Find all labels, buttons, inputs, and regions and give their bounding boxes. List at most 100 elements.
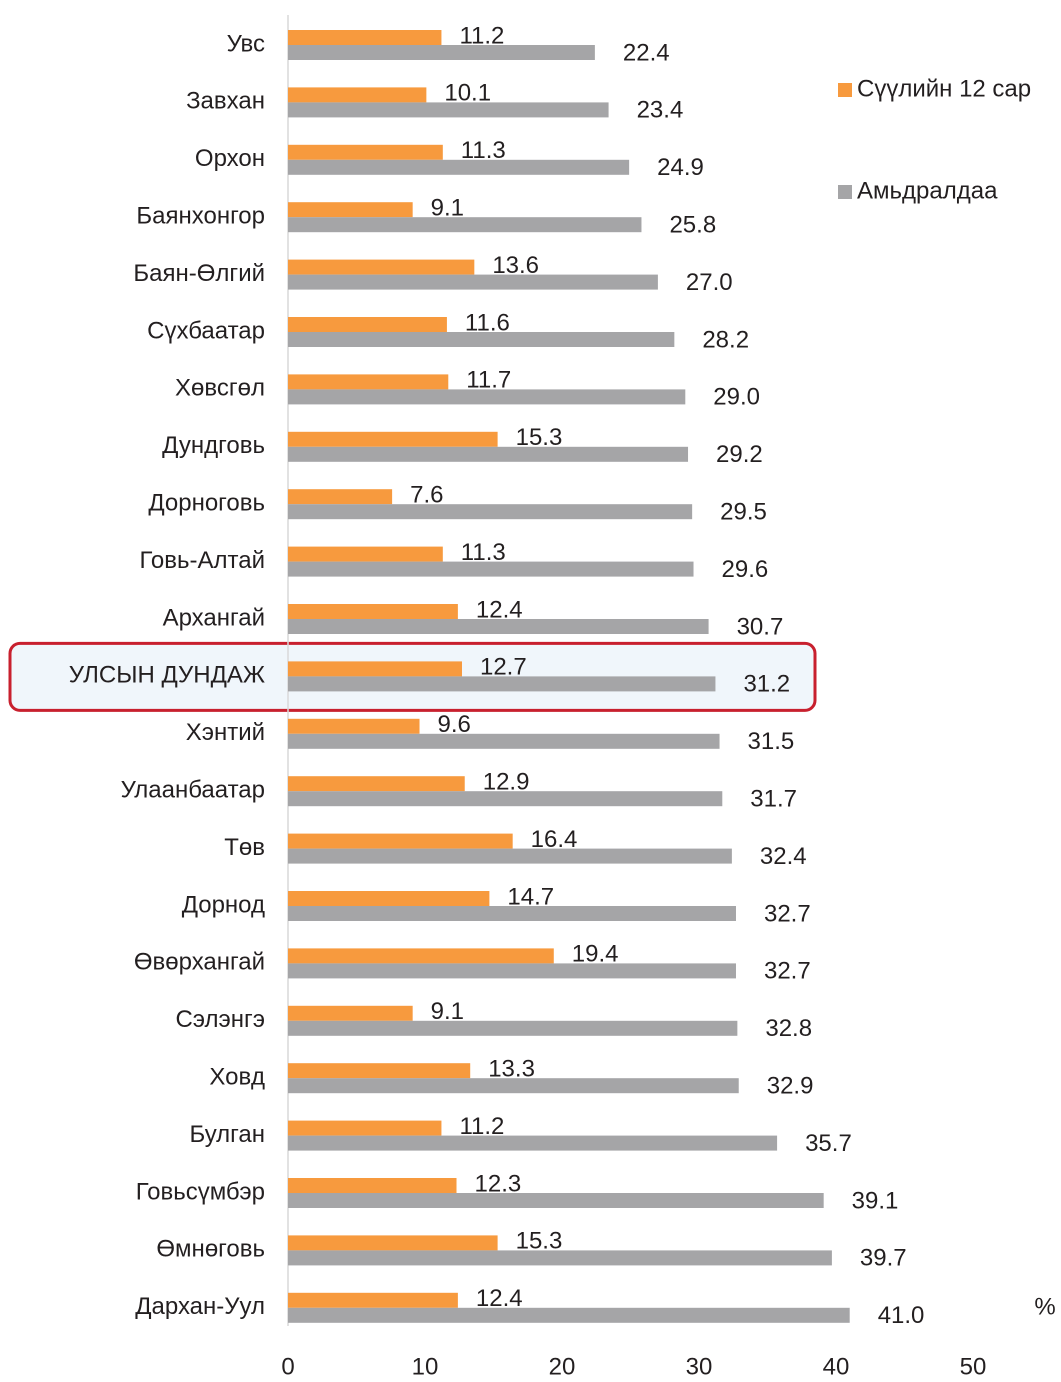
bar <box>288 259 475 275</box>
y-tick-label: УЛСЫН ДУНДАЖ <box>69 662 265 689</box>
legend-swatch <box>838 185 852 199</box>
bar <box>288 45 595 60</box>
bar <box>288 87 427 103</box>
legend-swatch <box>838 83 852 97</box>
value-label: 10.1 <box>444 80 491 107</box>
value-label: 29.5 <box>720 499 767 526</box>
bar <box>288 1078 739 1094</box>
bar <box>288 1193 824 1208</box>
x-tick-label: 0 <box>281 1353 294 1380</box>
y-tick-label: Сүхбаатар <box>147 317 265 344</box>
value-label: 41.0 <box>878 1302 925 1329</box>
value-label: 22.4 <box>623 39 670 66</box>
bar <box>288 489 393 505</box>
y-tick-label: Улаанбаатар <box>121 777 265 804</box>
value-label: 31.2 <box>743 671 790 698</box>
value-label: 14.7 <box>507 883 554 910</box>
y-tick-label: Хэнтий <box>186 719 265 746</box>
bar <box>288 848 732 864</box>
value-label: 35.7 <box>805 1130 852 1157</box>
value-label: 12.4 <box>476 596 523 623</box>
y-tick-label: Увс <box>227 30 265 57</box>
value-label: 11.7 <box>466 367 511 394</box>
legend-label: Амьдралдаа <box>857 177 998 204</box>
value-label: 11.3 <box>461 539 506 566</box>
value-label: 12.3 <box>475 1170 522 1197</box>
x-tick-label: 50 <box>960 1353 987 1380</box>
legend-label: Сүүлийн 12 сар <box>857 75 1031 102</box>
bar <box>288 948 554 964</box>
value-label: 32.4 <box>760 843 807 870</box>
value-label: 29.6 <box>722 556 769 583</box>
bar <box>288 604 458 619</box>
bar <box>288 274 658 290</box>
bar <box>288 431 498 447</box>
value-label: 28.2 <box>702 326 749 353</box>
y-tick-label: Дархан-Уул <box>135 1293 265 1320</box>
bar <box>288 144 443 160</box>
value-label: 27.0 <box>686 269 733 296</box>
value-label: 30.7 <box>737 613 784 640</box>
value-label: 31.5 <box>748 728 795 755</box>
bar <box>288 317 447 332</box>
bar <box>288 1020 738 1036</box>
value-label: 19.4 <box>572 941 619 968</box>
bar <box>288 963 736 979</box>
value-label: 29.0 <box>713 384 760 411</box>
bar <box>288 374 449 390</box>
y-tick-label: Завхан <box>186 88 265 115</box>
bar <box>288 1178 457 1193</box>
bar <box>288 202 413 218</box>
y-tick-label: Сэлэнгэ <box>175 1006 265 1033</box>
value-label: 32.7 <box>764 900 811 927</box>
bar <box>288 332 675 347</box>
bar <box>288 1120 442 1136</box>
bar <box>288 619 709 634</box>
bar <box>288 504 693 520</box>
bar <box>288 1292 458 1308</box>
y-tick-label: Дорноговь <box>148 490 265 517</box>
bar <box>288 30 442 45</box>
bar <box>288 676 716 692</box>
bar <box>288 661 462 677</box>
bar <box>288 1005 413 1021</box>
value-label: 25.8 <box>669 212 716 239</box>
value-label: 11.2 <box>459 1113 504 1140</box>
bar <box>288 891 490 906</box>
bar <box>288 1307 850 1323</box>
value-label: 13.6 <box>492 252 539 279</box>
bar <box>288 718 420 734</box>
bar <box>288 102 609 118</box>
x-tick-label: 20 <box>549 1353 576 1380</box>
bar <box>288 833 513 849</box>
value-label: 32.7 <box>764 958 811 985</box>
bar <box>288 389 686 405</box>
y-tick-label: Баянхонгор <box>136 203 265 230</box>
value-label: 31.7 <box>750 786 797 813</box>
bar <box>288 791 723 807</box>
y-tick-label: Өвөрхангай <box>134 949 265 976</box>
bar <box>288 159 630 175</box>
value-label: 39.7 <box>860 1245 907 1272</box>
y-tick-label: Баян-Өлгий <box>133 260 265 287</box>
y-tick-label: Хөвсгөл <box>175 375 265 402</box>
value-label: 24.9 <box>657 154 704 181</box>
value-label: 7.6 <box>410 482 443 509</box>
y-tick-label: Булган <box>189 1121 265 1148</box>
value-label: 12.7 <box>480 654 527 681</box>
y-tick-label: Ховд <box>209 1064 265 1091</box>
value-label: 29.2 <box>716 441 763 468</box>
bar <box>288 561 694 577</box>
bar <box>288 1235 498 1251</box>
value-label: 32.9 <box>767 1073 814 1100</box>
value-label: 9.6 <box>438 711 471 738</box>
y-tick-label: Дундговь <box>162 432 265 459</box>
value-label: 15.3 <box>516 1228 563 1255</box>
value-label: 15.3 <box>516 424 563 451</box>
value-label: 13.3 <box>488 1056 535 1083</box>
x-tick-label: 10 <box>412 1353 439 1380</box>
value-label: 32.8 <box>765 1015 812 1042</box>
value-label: 39.1 <box>852 1187 899 1214</box>
bar <box>288 217 642 233</box>
y-tick-label: Говьсүмбэр <box>136 1178 265 1205</box>
